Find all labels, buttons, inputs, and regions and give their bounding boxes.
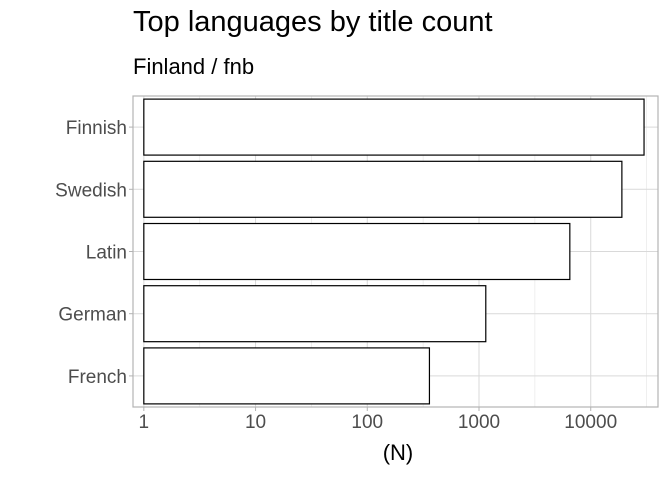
bar-finnish — [143, 98, 645, 156]
axis-layer: Finnish Swedish Latin German French 1 10 100 100… — [55, 118, 617, 433]
x-tick-label: 10000 — [564, 412, 617, 433]
y-tick-label: Finnish — [66, 118, 127, 139]
x-tick-label: 100 — [351, 412, 383, 433]
x-tick-label: 1 — [139, 412, 150, 433]
bar-german — [143, 285, 487, 343]
x-axis-label: (N) — [383, 440, 414, 465]
bar-latin — [143, 222, 571, 281]
bar-layer — [143, 98, 645, 405]
bar-swedish — [143, 160, 623, 218]
x-tick-label: 10 — [245, 412, 266, 433]
chart-subtitle: Finland / fnb — [133, 54, 255, 79]
y-tick-label: Swedish — [55, 180, 127, 201]
y-tick-label: French — [68, 367, 127, 388]
chart-title: Top languages by title count — [133, 6, 493, 38]
y-tick-label: German — [58, 305, 127, 326]
x-tick-label: 1000 — [458, 412, 500, 433]
y-tick-label: Latin — [86, 243, 127, 264]
bar-french — [143, 347, 431, 405]
